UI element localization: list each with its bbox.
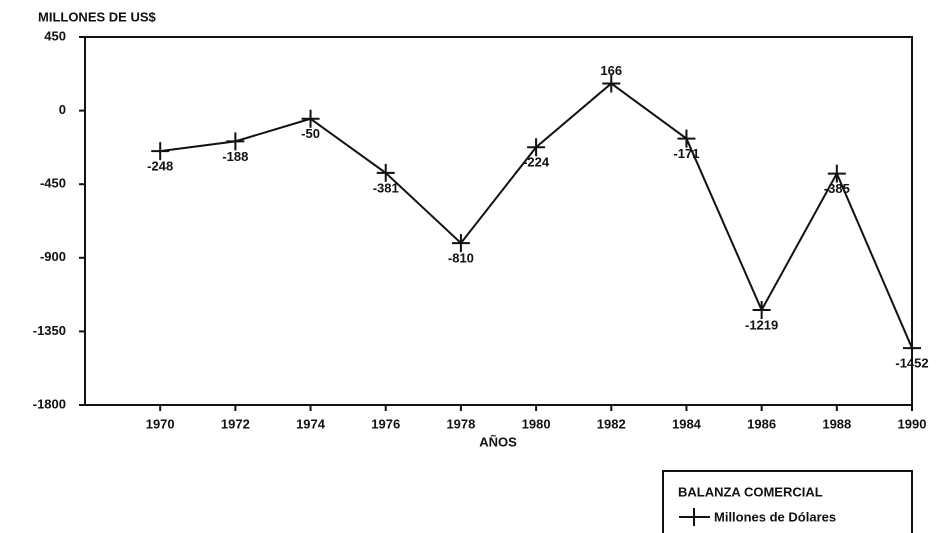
point-marker <box>451 234 470 253</box>
point-marker <box>226 132 245 151</box>
point-marker <box>527 138 546 157</box>
x-tick-label: 1982 <box>597 416 626 431</box>
data-label: 166 <box>600 63 622 78</box>
legend-label: Millones de Dólares <box>714 509 836 524</box>
data-label: -188 <box>222 149 248 164</box>
x-tick-label: 1986 <box>747 416 776 431</box>
data-label: -171 <box>673 146 699 161</box>
data-label: -50 <box>301 126 320 141</box>
x-tick-label: 1988 <box>822 416 851 431</box>
data-label: -381 <box>373 180 399 195</box>
data-label: -1452 <box>895 356 928 371</box>
y-tick-label: -1800 <box>33 396 66 411</box>
y-tick-label: -1350 <box>33 323 66 338</box>
y-tick-label: -450 <box>40 176 66 191</box>
x-tick-label: 1970 <box>146 416 175 431</box>
data-label: -385 <box>824 181 850 196</box>
y-tick-label: 450 <box>44 28 66 43</box>
x-tick-label: 1974 <box>296 416 326 431</box>
point-marker <box>151 142 170 161</box>
data-label: -224 <box>523 155 550 170</box>
plot-frame <box>84 36 913 406</box>
legend-title: BALANZA COMERCIAL <box>678 484 823 499</box>
legend-marker <box>679 508 710 526</box>
y-tick-label: 0 <box>59 102 66 117</box>
x-tick-label: 1976 <box>371 416 400 431</box>
data-label: -248 <box>147 159 173 174</box>
point-marker <box>827 164 846 183</box>
point-marker <box>376 163 395 182</box>
x-axis-label: AÑOS <box>479 434 517 449</box>
point-marker <box>602 74 621 93</box>
point-marker <box>677 129 696 148</box>
legend-box <box>662 470 913 533</box>
point-marker <box>301 109 320 128</box>
data-label: -810 <box>448 251 474 266</box>
x-tick-label: 1990 <box>898 416 927 431</box>
point-marker <box>903 339 921 358</box>
x-tick-label: 1972 <box>221 416 250 431</box>
x-tick-label: 1978 <box>446 416 475 431</box>
series-line <box>160 82 913 349</box>
point-marker <box>752 300 771 319</box>
data-label: -1219 <box>745 317 778 332</box>
x-tick-label: 1980 <box>522 416 551 431</box>
y-tick-label: -900 <box>40 249 66 264</box>
chart-title: MILLONES DE US$ <box>38 9 157 24</box>
x-tick-label: 1984 <box>672 416 702 431</box>
